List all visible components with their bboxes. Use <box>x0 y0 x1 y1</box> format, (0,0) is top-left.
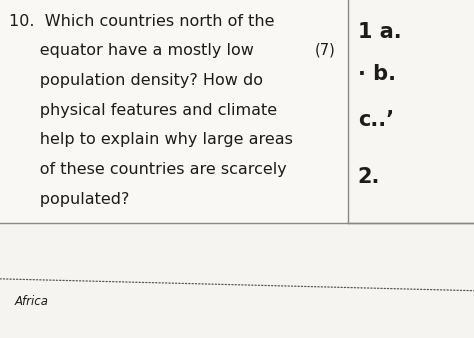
Text: · b.: · b. <box>358 64 396 84</box>
Text: Africa: Africa <box>14 295 48 308</box>
Text: (7): (7) <box>314 42 335 57</box>
Text: of these countries are scarcely: of these countries are scarcely <box>9 162 287 177</box>
Text: c..’: c..’ <box>358 110 394 130</box>
Text: equator have a mostly low: equator have a mostly low <box>9 43 255 58</box>
Text: 2.: 2. <box>358 167 380 188</box>
Text: 10.  Which countries north of the: 10. Which countries north of the <box>9 14 275 28</box>
Text: help to explain why large areas: help to explain why large areas <box>9 132 293 147</box>
Bar <box>348 0 474 223</box>
Text: 1 a.: 1 a. <box>358 22 401 42</box>
Text: populated?: populated? <box>9 192 130 207</box>
Bar <box>0 0 348 223</box>
Text: physical features and climate: physical features and climate <box>9 103 278 118</box>
Bar <box>0 223 474 338</box>
Text: population density? How do: population density? How do <box>9 73 264 88</box>
